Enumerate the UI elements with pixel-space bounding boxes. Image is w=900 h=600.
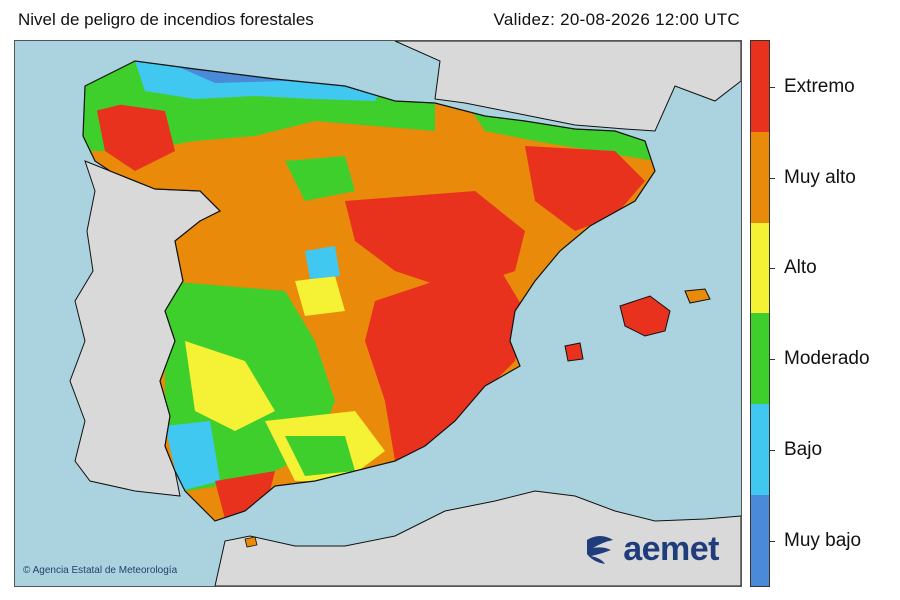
legend-label-bajo: Bajo: [784, 439, 823, 460]
legend-band-moderado: [751, 313, 769, 405]
copyright-text: © Agencia Estatal de Meteorología: [23, 565, 178, 576]
zone-galicia-moderado: [83, 76, 135, 111]
fire-danger-map[interactable]: © Agencia Estatal de Meteorología aemet: [14, 40, 742, 587]
island-ibiza: [564, 342, 584, 362]
legend-label-moderado: Moderado: [784, 348, 870, 369]
zone-catalonia-extremo: [525, 146, 645, 231]
africa-land: [214, 490, 741, 586]
legend-band-muy-bajo: [751, 495, 769, 586]
zone-east-extremo: [365, 261, 525, 461]
zone-center-moderado-1: [285, 156, 355, 201]
legend-band-extremo: [751, 41, 769, 132]
legend-label-muy-alto: Muy alto: [784, 167, 856, 188]
zone-galicia-extremo: [95, 101, 175, 171]
aemet-logo: aemet: [583, 532, 719, 566]
aemet-logo-icon: [587, 536, 614, 564]
legend-label-muy-bajo: Muy bajo: [784, 530, 862, 551]
island-mallorca: [619, 295, 671, 337]
island-menorca: [684, 288, 711, 304]
zone-center-alto-1: [295, 276, 345, 316]
map-title: Nivel de peligro de incendios forestales: [18, 10, 314, 29]
legend-band-alto: [751, 222, 769, 314]
legend-label-alto: Alto: [784, 257, 817, 278]
validity-timestamp: Validez: 20-08-2026 12:00 UTC: [493, 10, 740, 29]
zone-west-alto: [185, 341, 275, 431]
zone-center-bajo-1: [305, 246, 340, 279]
legend-label-extremo: Extremo: [784, 76, 855, 97]
legend-band-bajo: [751, 404, 769, 496]
aemet-logo-text: aemet: [623, 530, 719, 568]
zone-southwest-bajo: [165, 421, 220, 491]
france-land: [394, 41, 741, 132]
danger-legend-colorbar: [750, 40, 770, 587]
zone-andalucia-moderado: [285, 436, 355, 476]
legend-band-muy-alto: [751, 131, 769, 223]
